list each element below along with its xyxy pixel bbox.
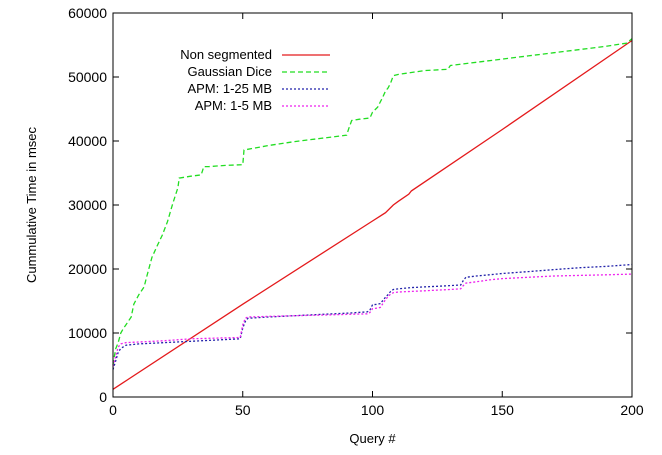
x-tick-label: 50 — [235, 402, 251, 418]
ticks-layer: 0 50 100 150 200 0 10000 20000 30000 40000 50000 60… — [68, 5, 644, 418]
x-tick-label: 0 — [109, 402, 117, 418]
series-line-2 — [112, 38, 633, 366]
y-axis-title: Cummulative Time in msec — [24, 126, 39, 283]
series-line-1 — [112, 39, 633, 390]
x-axis-title: Query # — [349, 431, 396, 446]
series-line-3 — [112, 263, 633, 370]
legend-label: Gaussian Dice — [187, 64, 272, 79]
y-tick-label: 50000 — [68, 69, 107, 85]
y-tick-label: 60000 — [68, 5, 107, 21]
y-tick-label: 10000 — [68, 325, 107, 341]
x-tick-label: 200 — [620, 402, 644, 418]
y-tick-label: 20000 — [68, 261, 107, 277]
series-layer — [112, 38, 633, 390]
legend: Non segmented Gaussian Dice APM: 1-25 MB AP… — [180, 47, 330, 113]
x-tick-label: 100 — [361, 402, 385, 418]
y-tick-label: 30000 — [68, 197, 107, 213]
legend-label: Non segmented — [180, 47, 272, 62]
y-tick-label: 40000 — [68, 133, 107, 149]
legend-label: APM: 1-25 MB — [187, 81, 272, 96]
x-tick-label: 150 — [491, 402, 515, 418]
series-line-4 — [112, 273, 633, 367]
legend-label: APM: 1-5 MB — [195, 98, 272, 113]
y-tick-label: 0 — [99, 389, 107, 405]
